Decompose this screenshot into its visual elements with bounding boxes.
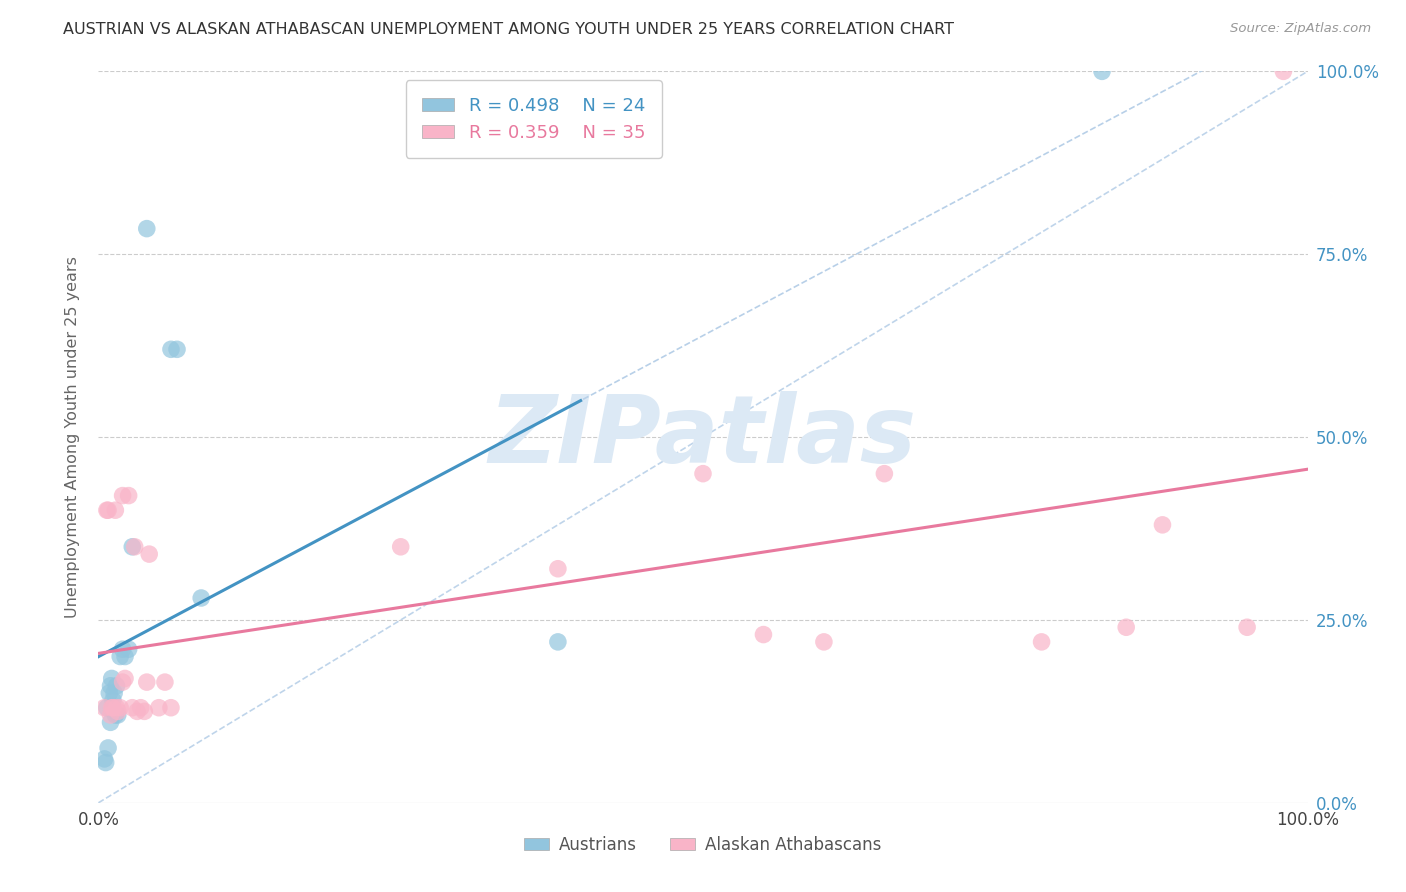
Point [107,708,129,723]
Point [121,540,143,554]
Point [111,642,134,657]
Point [166,343,188,357]
Point [124,540,146,554]
Point [1152,517,1174,532]
Point [100,672,122,686]
Point [1272,64,1295,78]
Point [121,700,143,714]
Point [114,649,136,664]
Point [1115,620,1137,634]
Point [100,708,122,723]
Point [813,635,835,649]
Point [108,700,131,714]
Point [135,221,157,235]
Point [96,503,118,517]
Point [108,649,131,664]
Point [547,562,569,576]
Point [547,635,569,649]
Point [134,705,156,719]
Point [160,700,183,714]
Point [100,715,122,730]
Point [97,503,120,517]
Point [129,700,152,714]
Point [752,627,775,641]
Point [98,686,121,700]
Text: Source: ZipAtlas.com: Source: ZipAtlas.com [1230,22,1371,36]
Point [118,642,141,657]
Point [118,489,141,503]
Point [389,540,412,554]
Point [138,547,160,561]
Point [692,467,714,481]
Point [160,343,183,357]
Point [1091,64,1114,78]
Point [96,700,118,714]
Point [100,700,122,714]
Point [111,489,134,503]
Point [101,700,124,714]
Point [93,700,115,714]
Point [93,752,115,766]
Point [97,740,120,755]
Point [101,693,124,707]
Point [107,705,129,719]
Point [1236,620,1258,634]
Point [103,686,125,700]
Point [153,675,176,690]
Text: AUSTRIAN VS ALASKAN ATHABASCAN UNEMPLOYMENT AMONG YOUTH UNDER 25 YEARS CORRELATI: AUSTRIAN VS ALASKAN ATHABASCAN UNEMPLOYM… [63,22,955,37]
Text: ZIPatlas: ZIPatlas [489,391,917,483]
Point [94,756,117,770]
Point [190,591,212,605]
Y-axis label: Unemployment Among Youth under 25 years: Unemployment Among Youth under 25 years [65,256,80,618]
Point [114,672,136,686]
Point [111,675,134,690]
Point [104,503,127,517]
Point [873,467,896,481]
Point [100,679,122,693]
Legend: Austrians, Alaskan Athabascans: Austrians, Alaskan Athabascans [517,829,889,860]
Point [104,708,127,723]
Point [1031,635,1053,649]
Point [127,705,149,719]
Point [148,700,170,714]
Point [105,679,128,693]
Point [135,675,157,690]
Point [105,700,128,714]
